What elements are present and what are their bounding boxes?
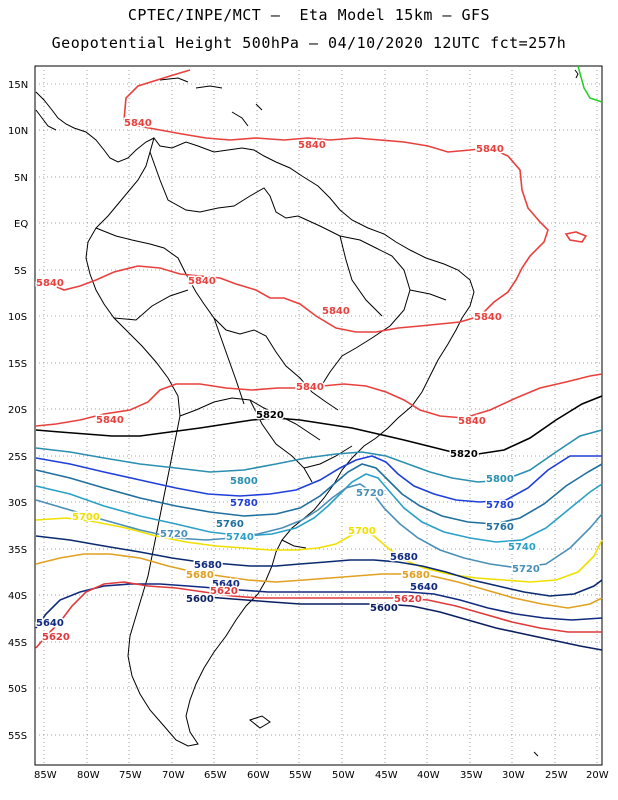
lon-tick: 75W [119,770,142,781]
lat-tick: 25S [8,452,27,463]
lon-tick: 85W [34,770,57,781]
longitude-axis: 85W 80W 75W 70W 65W 60W 55W 50W 45W 40W … [34,770,609,781]
lat-tick: 15S [8,359,27,370]
contour-label: 5840 [298,140,326,151]
lat-tick: 10N [8,126,28,137]
contour-5740 [35,473,603,543]
contour-label: 5820 [450,449,478,460]
lon-tick: 70W [162,770,185,781]
contour-label: 5780 [230,498,258,509]
contour-5800 [35,429,603,483]
contour-5720 [35,483,603,569]
contour-5760 [35,463,603,525]
contour-label: 5760 [216,519,244,530]
lat-tick: 10S [8,312,27,323]
contour-label: 5840 [124,118,152,129]
contour-label: 5840 [474,312,502,323]
contour-label: 5640 [212,579,240,590]
contour-label: 5640 [410,582,438,593]
green-contour [577,65,603,103]
contour-label: 5720 [356,488,384,499]
lon-tick: 30W [502,770,525,781]
contour-labels: 5840 5840 5840 5840 5840 5840 5840 5840 … [35,117,542,645]
lat-tick: 50S [8,684,27,695]
contour-5680-orange [35,553,603,609]
lon-tick: 35W [460,770,483,781]
contour-label: 5700 [348,526,376,537]
contour-label: 5840 [322,306,350,317]
contour-label: 5640 [36,618,64,629]
contour-5820 [35,395,603,455]
contour-label: 5600 [186,594,214,605]
lon-tick: 60W [247,770,270,781]
contour-label: 5620 [394,594,422,605]
contour-label: 5740 [226,532,254,543]
lat-tick: 15N [8,80,28,91]
lat-tick: EQ [14,219,28,230]
lon-tick: 65W [204,770,227,781]
contour-5680-navy [35,535,603,597]
contour-label: 5720 [512,564,540,575]
map-subtitle: Geopotential Height 500hPa – 04/10/2020 … [51,34,567,52]
coastlines [35,69,579,757]
contour-label: 5680 [194,560,222,571]
contour-label: 5700 [72,512,100,523]
contour-5700 [35,517,603,583]
lon-tick: 55W [289,770,312,781]
contour-5780 [35,455,602,503]
contour-label: 5680 [186,570,214,581]
lon-tick: 45W [375,770,398,781]
contour-5840-north [35,69,549,333]
latitude-axis: 15N 10N 5N EQ 5S 10S 15S 20S 25S 30S 35S… [8,80,28,742]
contour-label: 5820 [256,410,284,421]
contour-label: 5740 [508,542,536,553]
contour-label: 5620 [42,632,70,643]
contour-label: 5840 [476,144,504,155]
contour-label: 5840 [96,415,124,426]
lat-tick: 55S [8,731,27,742]
contour-label: 5780 [486,500,514,511]
contour-label: 5840 [458,416,486,427]
lat-tick: 5S [14,266,27,277]
contour-label: 5760 [486,522,514,533]
lat-tick: 40S [8,591,27,602]
lat-tick: 20S [8,405,27,416]
lon-tick: 20W [586,770,609,781]
lon-tick: 80W [77,770,100,781]
contour-label: 5800 [230,476,258,487]
contour-label: 5680 [402,570,430,581]
contour-label: 5600 [370,603,398,614]
contour-label: 5840 [296,382,324,393]
lon-tick: 50W [332,770,355,781]
height-contours [35,69,603,651]
lat-tick: 45S [8,638,27,649]
contour-label: 5680 [390,552,418,563]
contour-label: 5720 [160,529,188,540]
contour-label: 5840 [188,276,216,287]
contour-5840-south [35,373,603,427]
map-title: CPTEC/INPE/MCT – Eta Model 15km – GFS [127,6,491,24]
lat-tick: 5N [14,173,28,184]
contour-label: 5620 [210,586,238,597]
contour-5620 [35,581,602,649]
lat-tick: 30S [8,498,27,509]
lon-tick: 40W [417,770,440,781]
map-frame [34,65,603,766]
contour-5600 [195,595,603,651]
contour-label: 5800 [486,474,514,485]
lat-tick: 35S [8,545,27,556]
contour-label: 5840 [36,278,64,289]
lon-tick: 25W [545,770,568,781]
